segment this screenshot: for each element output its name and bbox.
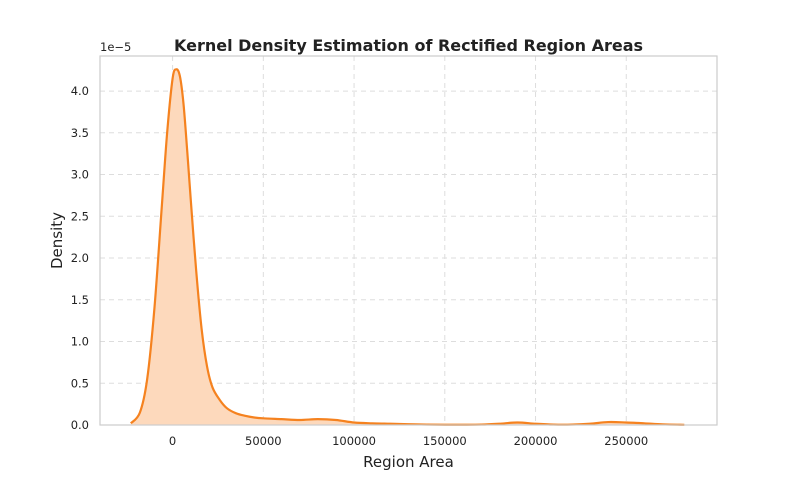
plot-frame: [99, 55, 718, 426]
x-axis-label: Region Area: [363, 453, 454, 471]
y-tick-label: 2.5: [71, 209, 89, 223]
density-curve: [130, 68, 685, 426]
y-tick-label: 3.0: [71, 168, 89, 182]
y-tick-label: 2.0: [71, 251, 89, 265]
y-tick-label: 1.0: [71, 335, 89, 349]
y-axis-offset-label: 1e−5: [100, 40, 131, 54]
y-tick-label: 1.5: [71, 293, 89, 307]
x-tick-label: 0: [169, 434, 176, 448]
density-area-fill: [130, 69, 685, 426]
y-tick-label: 4.0: [71, 84, 89, 98]
chart-title: Kernel Density Estimation of Rectified R…: [174, 36, 643, 55]
x-tick-label: 50000: [245, 434, 282, 448]
y-axis-label: Density: [48, 212, 66, 269]
y-tick-label: 3.5: [71, 126, 89, 140]
x-tick-label: 250000: [604, 434, 648, 448]
x-tick-label: 100000: [332, 434, 376, 448]
axis-ticks: 0 50000 100000 150000 200000 250000 0.0 0.5 1.0 1…: [71, 84, 649, 448]
x-tick-label: 150000: [423, 434, 467, 448]
x-tick-label: 200000: [514, 434, 558, 448]
y-tick-label: 0.0: [71, 418, 89, 432]
y-tick-label: 0.5: [71, 376, 89, 390]
